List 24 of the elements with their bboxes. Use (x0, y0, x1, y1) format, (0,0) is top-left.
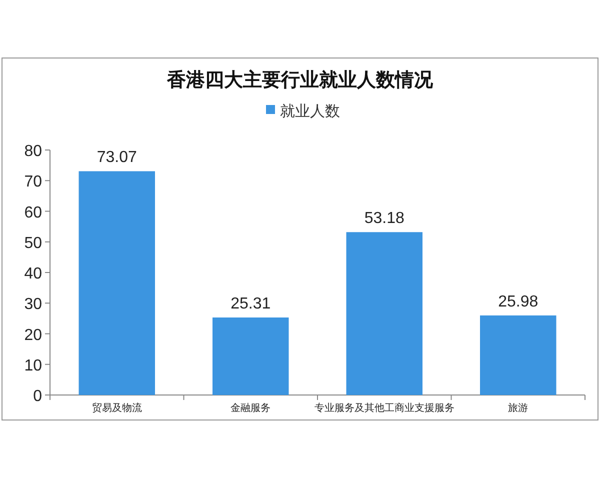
bar (346, 232, 422, 395)
legend-label: 就业人数 (280, 103, 340, 120)
bar (480, 315, 556, 395)
y-tick-label: 20 (24, 326, 42, 344)
data-label: 53.18 (364, 210, 404, 228)
y-tick-label: 30 (24, 296, 42, 314)
x-tick-label: 专业服务及其他工商业支援服务 (314, 402, 454, 414)
x-tick-label: 贸易及物流 (92, 402, 142, 414)
y-tick-label: 50 (24, 234, 42, 252)
data-label: 25.31 (230, 295, 271, 312)
bar (78, 171, 155, 395)
bar (212, 317, 289, 395)
chart-title: 香港四大主要行业就业人数情况 (166, 69, 434, 91)
data-label: 73.07 (96, 149, 137, 166)
y-tick-label: 80 (24, 143, 42, 160)
y-tick-label: 10 (24, 357, 42, 374)
x-tick-label: 旅游 (508, 402, 528, 414)
data-label: 25.98 (498, 293, 538, 310)
y-tick-label: 40 (24, 266, 42, 282)
y-tick-label: 70 (24, 174, 42, 191)
x-tick-label: 金融服务 (230, 402, 271, 414)
y-tick-label: 60 (24, 204, 42, 222)
y-tick-label: 0 (33, 388, 42, 405)
legend: 就业人数 (266, 103, 340, 120)
